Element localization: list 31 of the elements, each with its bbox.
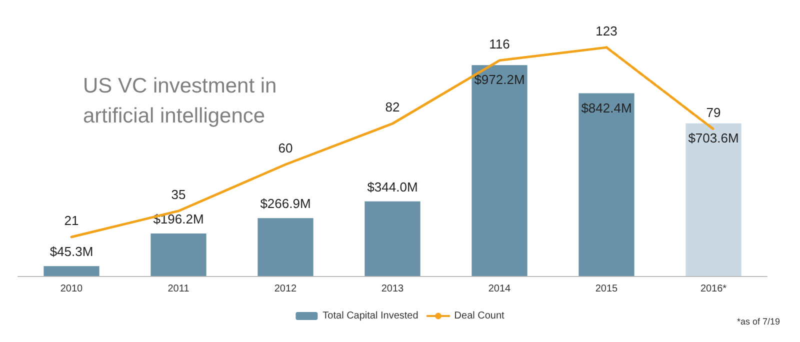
data-label: 79 [706,105,721,120]
data-label: 116 [489,36,510,52]
bar [258,218,314,276]
x-tick-label: 2013 [381,284,404,294]
x-tick-label: 2012 [274,284,298,294]
data-label: $842.4M [581,100,632,116]
bar [44,266,100,276]
legend-label: Deal Count [454,310,505,322]
data-label: $45.3M [50,244,94,260]
x-tick-label: 2015 [595,284,618,294]
data-label: 123 [596,23,618,38]
x-tick-label: 2014 [488,284,512,294]
x-tick-label: 2010 [60,284,84,294]
text: US VC investment in artificial intelligence [83,74,283,128]
data-label: $972.2M [474,72,525,88]
bar [472,65,528,276]
data-label: 21 [64,212,79,228]
x-tick-label: 2011 [168,284,190,294]
bar [150,233,206,276]
bar [578,93,634,276]
x-tick-label: 2016* [700,284,727,294]
bar [364,201,420,276]
text: *as of 7/19 [736,316,780,326]
data-label: 82 [385,100,400,115]
data-label: $266.9M [260,196,311,212]
data-label: $344.0M [367,179,418,194]
data-label: $703.6M [688,130,739,146]
data-label: 60 [278,140,293,156]
bar [686,123,742,276]
legend-label: Total Capital Invested [322,310,418,322]
data-label: 35 [171,186,186,202]
